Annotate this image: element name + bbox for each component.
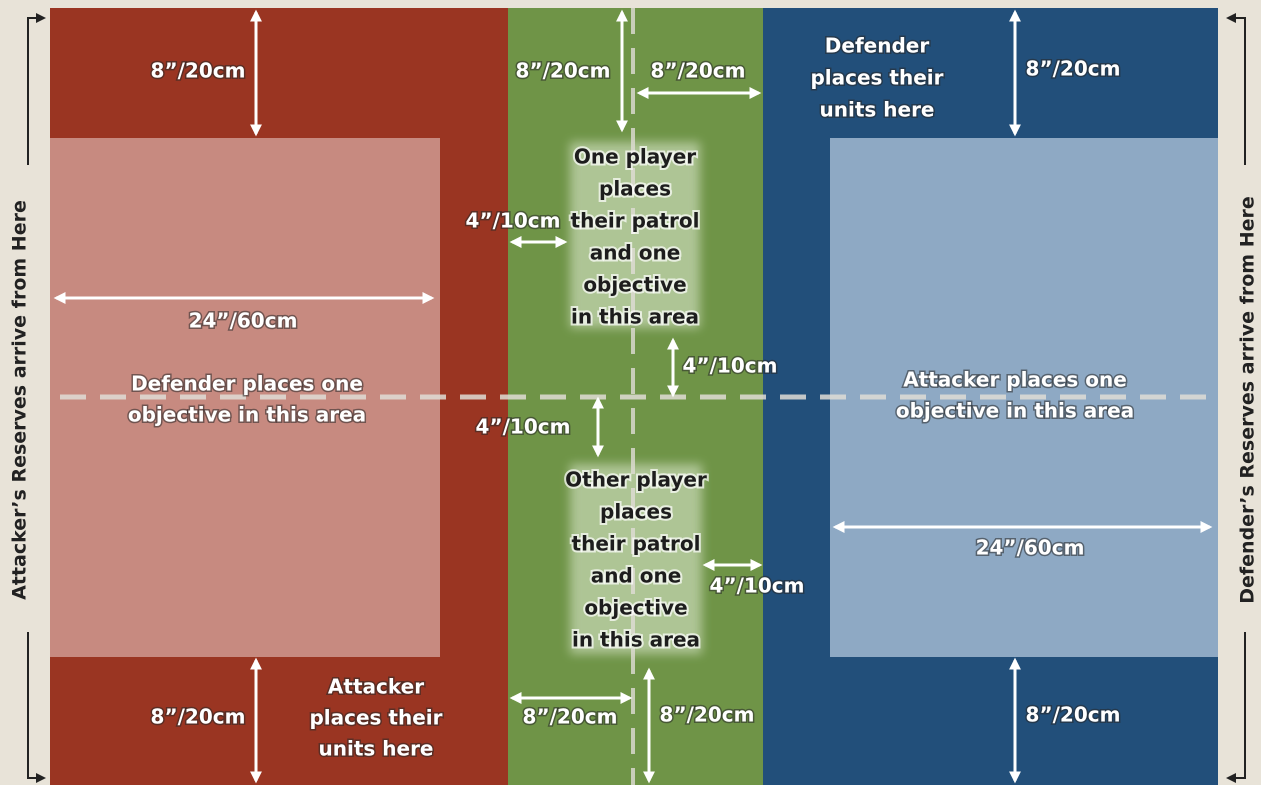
area-label: Attacker places one	[903, 368, 1127, 392]
area-label: units here	[319, 737, 434, 761]
area-label: places their	[810, 66, 943, 90]
patrol-area-bottom	[570, 464, 702, 654]
area-label: Defender places one	[131, 372, 363, 396]
measurements: 8”/20cm 8”/20cm 8”/20cm 8”/20cm 4”/10cm …	[149, 55, 1122, 730]
measure-arrows	[53, 9, 1213, 784]
area-label: objective	[584, 596, 687, 620]
area-label: Attacker	[328, 675, 424, 699]
measure-label: 24”/60cm	[976, 536, 1085, 560]
measure-label: 8”/20cm	[523, 705, 618, 729]
area-label: places	[599, 177, 671, 201]
side-label: Attacker’s Reserves arrive from Here	[9, 200, 31, 600]
side-label: Defender’s Reserves arrive from Here	[1237, 196, 1259, 604]
area-label: places	[600, 500, 672, 524]
area-label: One player	[574, 145, 696, 169]
area-label: objective in this area	[896, 399, 1134, 423]
area-label: places their	[309, 706, 442, 730]
measure-label: 8”/20cm	[651, 59, 746, 83]
measure-label: 4”/10cm	[683, 354, 778, 378]
area-label: and one	[591, 564, 682, 588]
measure-label: 4”/10cm	[476, 415, 571, 439]
area-label: units here	[820, 98, 935, 122]
area-label: in this area	[572, 628, 700, 652]
area-label: their patrol	[571, 209, 700, 233]
measure-label: 8”/20cm	[516, 59, 611, 83]
measure-label: 8”/20cm	[660, 703, 755, 727]
area-label: Defender	[825, 34, 930, 58]
area-labels: Defender places their units here Attacker pl…	[126, 32, 1135, 762]
area-label: in this area	[571, 305, 699, 329]
measure-label: 24”/60cm	[189, 309, 298, 333]
area-label: objective in this area	[128, 403, 366, 427]
measure-label: 4”/10cm	[466, 209, 561, 233]
measure-label: 8”/20cm	[151, 705, 246, 729]
measure-label: 4”/10cm	[710, 574, 805, 598]
area-label: Other player	[565, 468, 707, 492]
measure-label: 8”/20cm	[1026, 57, 1121, 81]
area-label: their patrol	[572, 532, 701, 556]
area-label: and one	[590, 241, 681, 265]
side-brackets	[27, 13, 1246, 783]
measure-label: 8”/20cm	[1026, 703, 1121, 727]
area-label: objective	[583, 273, 686, 297]
measure-label: 8”/20cm	[151, 59, 246, 83]
